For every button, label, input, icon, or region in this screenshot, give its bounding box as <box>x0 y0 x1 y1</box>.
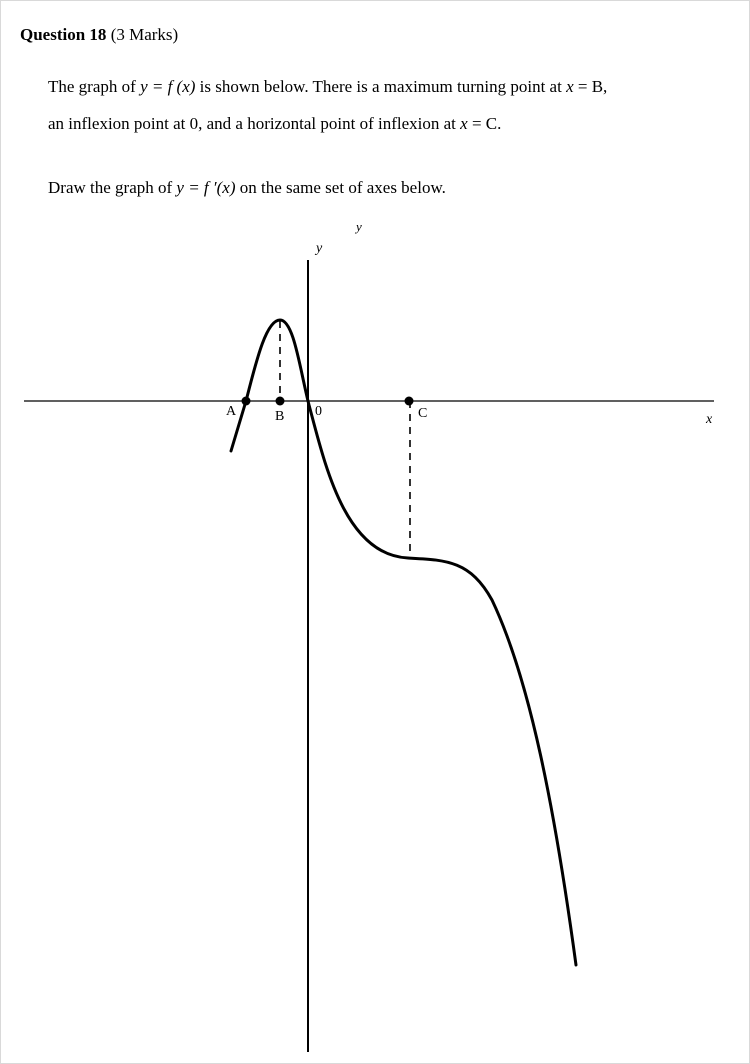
math-variable: x <box>460 114 468 133</box>
stray-y-label: y <box>354 219 362 234</box>
math-variable: x <box>566 77 574 96</box>
text-segment: = C. <box>467 114 502 133</box>
derivative-expression: y = f ′(x) <box>176 178 236 197</box>
point-a <box>241 396 251 406</box>
x-axis-label: x <box>705 412 713 427</box>
label-a: A <box>226 404 237 419</box>
text-segment: on the same set of axes below. <box>235 178 446 197</box>
label-c: C <box>418 406 427 421</box>
question-instruction: Draw the graph of y = f ′(x) on the same… <box>48 177 446 199</box>
text-segment: an inflexion point at 0, and a horizonta… <box>48 114 461 133</box>
question-number: Question 18 <box>20 25 107 44</box>
question-marks: (3 Marks) <box>110 25 179 44</box>
question-text-line-2: an inflexion point at 0, and a horizonta… <box>48 113 501 135</box>
label-origin: 0 <box>315 404 322 419</box>
text-segment: is shown below. There is a maximum turni… <box>195 77 567 96</box>
text-segment: The graph of <box>48 77 141 96</box>
text-segment: Draw the graph of <box>48 178 177 197</box>
point-c <box>404 396 414 406</box>
label-b: B <box>275 409 284 424</box>
point-b <box>275 396 285 406</box>
text-segment: = B, <box>573 77 608 96</box>
question-heading: Question 18 (3 Marks) <box>20 24 178 46</box>
function-expression: y = f (x) <box>140 77 196 96</box>
question-text-line-1: The graph of y = f (x) is shown below. T… <box>48 76 607 98</box>
function-curve <box>229 318 578 967</box>
y-axis-label: y <box>314 241 323 256</box>
